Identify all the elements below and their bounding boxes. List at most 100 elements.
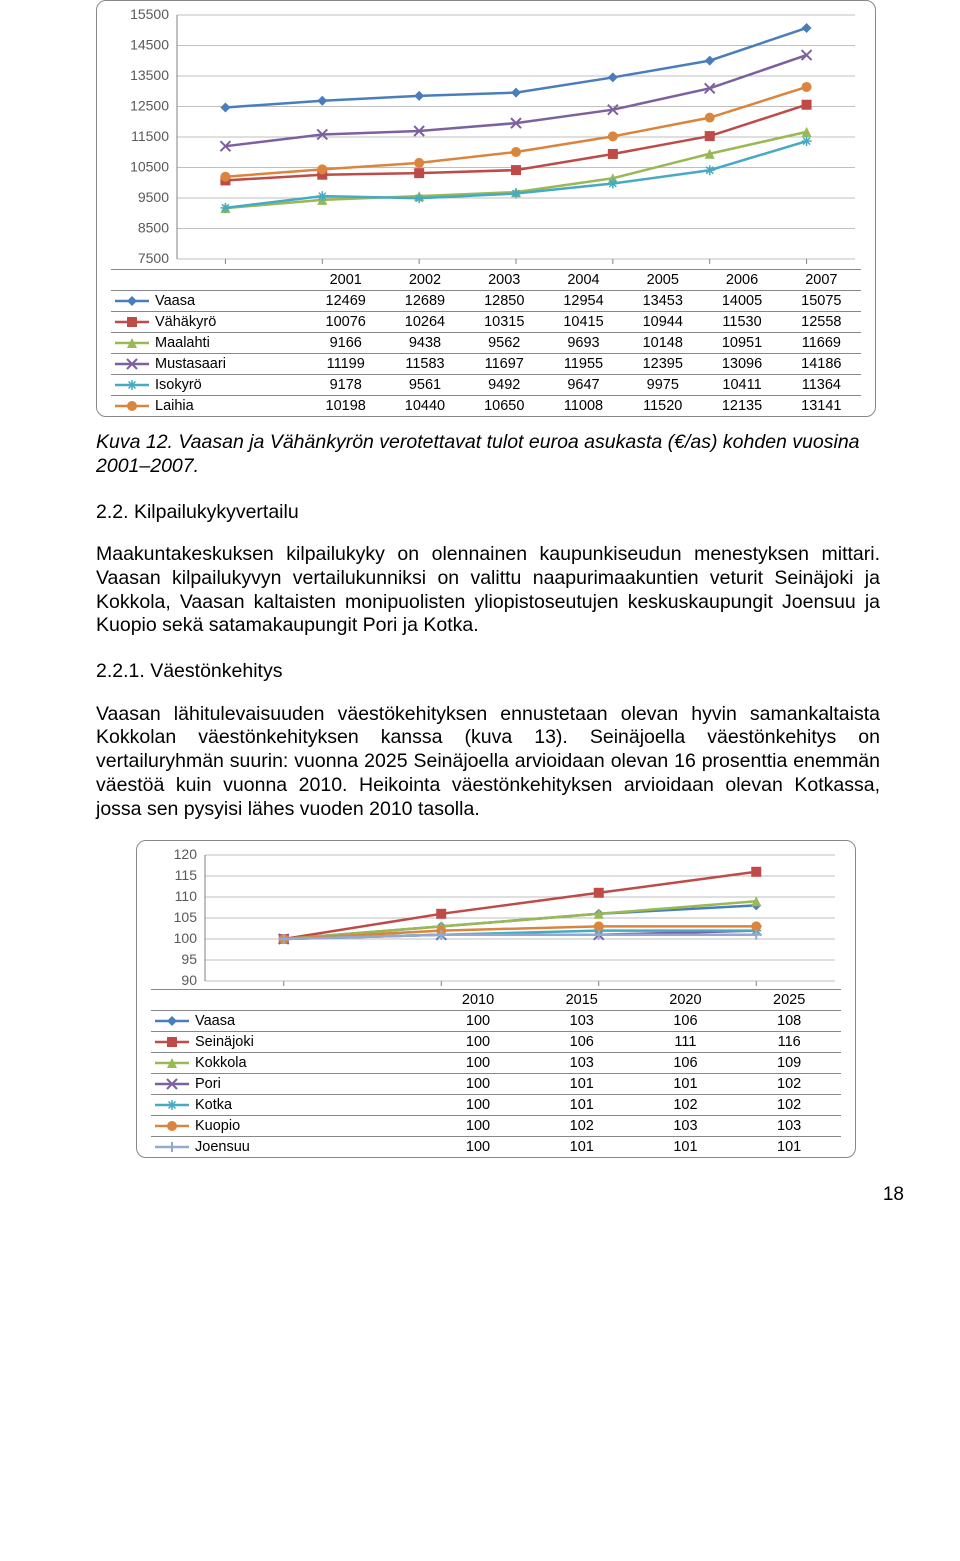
legend-entry: Kuopio xyxy=(151,1115,426,1136)
table-cell: 11530 xyxy=(702,312,781,333)
table-row: Vaasa100103106108 xyxy=(151,1010,841,1031)
table-cell: 102 xyxy=(737,1073,841,1094)
legend-entry: Joensuu xyxy=(151,1136,426,1157)
table-cell: 15075 xyxy=(782,291,861,312)
table-cell: 102 xyxy=(530,1115,634,1136)
table-cell: 9492 xyxy=(465,375,544,396)
table-cell: 100 xyxy=(426,1010,530,1031)
table-cell: 102 xyxy=(634,1094,738,1115)
table-row: Isokyrö917895619492964799751041111364 xyxy=(111,375,861,396)
table-col-header: 2002 xyxy=(385,270,464,291)
page-number: 18 xyxy=(96,1184,904,1206)
svg-text:100: 100 xyxy=(174,930,198,946)
table-cell: 12850 xyxy=(465,291,544,312)
legend-entry: Mustasaari xyxy=(111,354,306,375)
table-header-row: 2001200220032004200520062007 xyxy=(111,270,861,291)
table-cell: 12395 xyxy=(623,354,702,375)
legend-entry: Vaasa xyxy=(151,1010,426,1031)
chart-1-plot: 7500850095001050011500125001350014500155… xyxy=(111,9,861,269)
table-cell: 100 xyxy=(426,1031,530,1052)
chart-2-container: 9095100105110115120 2010201520202025Vaas… xyxy=(136,840,856,1158)
table-cell: 9166 xyxy=(306,333,385,354)
chart-1-data-table: 2001200220032004200520062007Vaasa1246912… xyxy=(111,269,861,416)
svg-text:105: 105 xyxy=(174,909,198,925)
table-row: Mustasaari111991158311697119551239513096… xyxy=(111,354,861,375)
table-cell: 13096 xyxy=(702,354,781,375)
table-cell: 106 xyxy=(634,1052,738,1073)
table-col-header: 2003 xyxy=(465,270,544,291)
legend-entry: Laihia xyxy=(111,396,306,417)
table-cell: 10944 xyxy=(623,312,702,333)
table-row: Kotka100101102102 xyxy=(151,1094,841,1115)
legend-entry: Maalahti xyxy=(111,333,306,354)
table-row: Maalahti9166943895629693101481095111669 xyxy=(111,333,861,354)
table-cell: 109 xyxy=(737,1052,841,1073)
table-cell: 101 xyxy=(530,1094,634,1115)
chart-2-plot: 9095100105110115120 xyxy=(151,849,841,989)
svg-text:9500: 9500 xyxy=(138,189,169,205)
table-cell: 101 xyxy=(634,1073,738,1094)
table-cell: 9975 xyxy=(623,375,702,396)
table-row: Kuopio100102103103 xyxy=(151,1115,841,1136)
svg-text:13500: 13500 xyxy=(130,67,169,83)
table-cell: 10411 xyxy=(702,375,781,396)
table-cell: 9693 xyxy=(544,333,623,354)
table-cell: 10440 xyxy=(385,396,464,417)
table-col-header: 2005 xyxy=(623,270,702,291)
figure-12-caption: Kuva 12. Vaasan ja Vähänkyrön verotettav… xyxy=(96,431,880,479)
table-cell: 10198 xyxy=(306,396,385,417)
table-cell: 9561 xyxy=(385,375,464,396)
table-cell: 10951 xyxy=(702,333,781,354)
table-col-header: 2007 xyxy=(782,270,861,291)
section-2-2-1-heading: 2.2.1. Väestönkehitys xyxy=(96,660,880,683)
table-row: Seinäjoki100106111116 xyxy=(151,1031,841,1052)
table-cell: 10315 xyxy=(465,312,544,333)
table-col-header: 2015 xyxy=(530,989,634,1010)
svg-text:95: 95 xyxy=(181,951,197,967)
table-row: Joensuu100101101101 xyxy=(151,1136,841,1157)
table-col-header: 2025 xyxy=(737,989,841,1010)
section-2-2-heading: 2.2. Kilpailukykyvertailu xyxy=(96,501,880,524)
table-cell: 100 xyxy=(426,1073,530,1094)
legend-entry: Seinäjoki xyxy=(151,1031,426,1052)
table-cell: 13453 xyxy=(623,291,702,312)
table-col-header: 2004 xyxy=(544,270,623,291)
svg-text:8500: 8500 xyxy=(138,220,169,236)
svg-text:115: 115 xyxy=(175,867,198,883)
table-cell: 11583 xyxy=(385,354,464,375)
table-row: Kokkola100103106109 xyxy=(151,1052,841,1073)
table-col-header: 2001 xyxy=(306,270,385,291)
table-row: Vähäkyrö10076102641031510415109441153012… xyxy=(111,312,861,333)
table-header-row: 2010201520202025 xyxy=(151,989,841,1010)
chart-2-data-table: 2010201520202025Vaasa100103106108Seinäjo… xyxy=(151,989,841,1157)
table-cell: 101 xyxy=(530,1073,634,1094)
svg-text:11500: 11500 xyxy=(131,128,169,144)
table-cell: 100 xyxy=(426,1115,530,1136)
legend-entry: Kotka xyxy=(151,1094,426,1115)
table-cell: 106 xyxy=(530,1031,634,1052)
table-cell: 103 xyxy=(737,1115,841,1136)
table-cell: 108 xyxy=(737,1010,841,1031)
table-cell: 111 xyxy=(634,1031,738,1052)
table-cell: 100 xyxy=(426,1136,530,1157)
svg-text:90: 90 xyxy=(181,972,197,988)
table-cell: 13141 xyxy=(782,396,861,417)
table-cell: 10650 xyxy=(465,396,544,417)
table-cell: 116 xyxy=(737,1031,841,1052)
table-cell: 10264 xyxy=(385,312,464,333)
table-row: Vaasa12469126891285012954134531400515075 xyxy=(111,291,861,312)
table-cell: 11364 xyxy=(782,375,861,396)
legend-entry: Kokkola xyxy=(151,1052,426,1073)
table-cell: 100 xyxy=(426,1094,530,1115)
table-col-header: 2020 xyxy=(634,989,738,1010)
table-row: Pori100101101102 xyxy=(151,1073,841,1094)
legend-entry: Isokyrö xyxy=(111,375,306,396)
table-cell: 106 xyxy=(634,1010,738,1031)
legend-entry: Vähäkyrö xyxy=(111,312,306,333)
paragraph-1: Maakuntakeskuksen kilpailukyky on olenna… xyxy=(96,543,880,638)
table-cell: 103 xyxy=(634,1115,738,1136)
table-cell: 9438 xyxy=(385,333,464,354)
table-cell: 9178 xyxy=(306,375,385,396)
table-col-header: 2006 xyxy=(702,270,781,291)
table-cell: 12954 xyxy=(544,291,623,312)
